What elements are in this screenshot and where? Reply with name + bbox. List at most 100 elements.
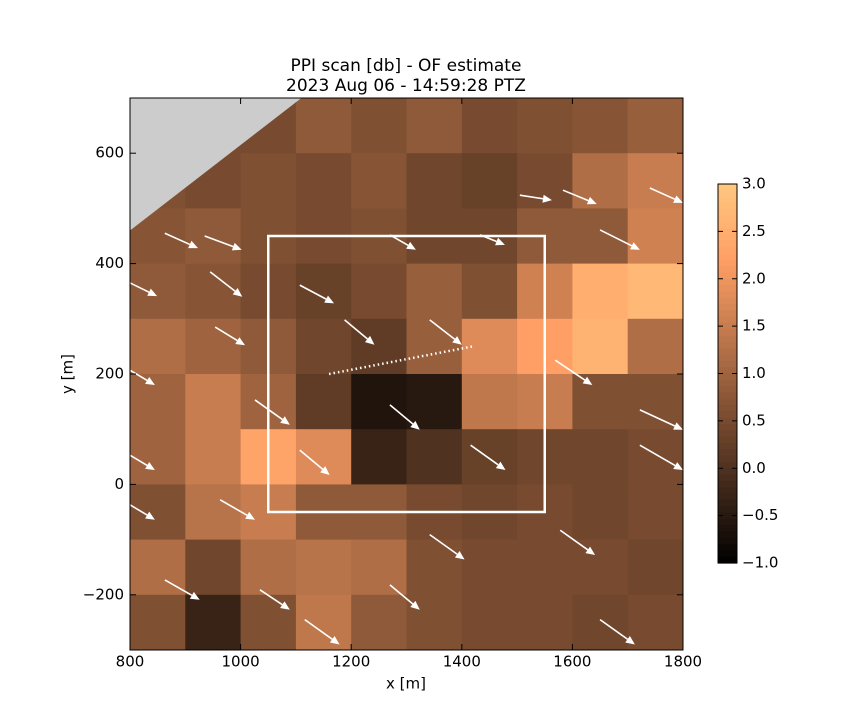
heatmap-cell: [185, 429, 242, 485]
arrow-head: [280, 416, 290, 425]
arrow-shaft: [254, 399, 283, 421]
colorbar-segment: [718, 184, 737, 191]
heatmap-cell: [351, 374, 407, 430]
arrow-shaft: [389, 234, 409, 247]
heatmap-cell: [351, 318, 407, 375]
heatmap-cell: [627, 539, 683, 596]
colorbar-segment: [718, 278, 737, 286]
colorbar-segment: [718, 480, 737, 488]
colorbar-segment: [718, 386, 737, 394]
wind-arrow: [389, 234, 416, 250]
colorbar-segment: [718, 348, 737, 356]
heatmap-cell: [572, 594, 629, 650]
x-tick-label: 1800: [664, 653, 702, 671]
plot-area: [130, 98, 683, 650]
colorbar-segment: [718, 354, 737, 362]
heatmap-cell: [185, 318, 242, 375]
heatmap-cell: [185, 208, 242, 265]
colorbar-segment: [718, 379, 737, 387]
heatmap-cell: [240, 153, 297, 209]
colorbar-segment: [718, 430, 737, 438]
arrow-head: [454, 550, 465, 560]
heatmap-cell: [351, 594, 407, 650]
heatmap-cell: [130, 484, 186, 541]
wind-arrow: [130, 282, 158, 297]
arrow-head: [188, 240, 199, 249]
arrow-head: [630, 242, 640, 250]
wind-arrow: [299, 449, 330, 476]
heatmap-cell: [517, 594, 573, 650]
heatmap-cell: [295, 98, 352, 154]
colorbar-tick-label: 0.5: [742, 411, 766, 429]
colorbar-segment: [718, 461, 737, 469]
arrow-head: [147, 288, 158, 297]
colorbar-tick-label: 2.0: [742, 269, 766, 287]
heatmap-cell: [627, 484, 683, 541]
heatmap-cell: [295, 374, 352, 430]
arrow-shaft: [164, 579, 193, 597]
arrow-shaft: [389, 584, 414, 605]
heatmap-cell: [572, 208, 629, 265]
arrow-head: [410, 420, 420, 430]
x-tick-label: 1400: [443, 653, 481, 671]
y-tick-label: 600: [95, 144, 124, 162]
arrow-shaft: [164, 232, 191, 246]
arrow-shaft: [259, 589, 283, 606]
arrow-head: [673, 462, 683, 471]
arrow-shaft: [219, 499, 248, 516]
arrow-shaft: [559, 529, 589, 551]
heatmap-cell: [572, 539, 629, 596]
arrow-shaft: [204, 235, 234, 248]
heatmap-cell: [185, 539, 242, 596]
arrow-head: [189, 591, 200, 600]
arrow-head: [324, 295, 335, 304]
colorbar-segment: [718, 417, 737, 425]
colorbar-segment: [718, 209, 737, 217]
arrow-head: [364, 335, 375, 345]
arrow-head: [406, 241, 416, 250]
wind-arrow: [164, 579, 200, 600]
colorbar-segment: [718, 449, 737, 457]
heatmap-cell: [295, 539, 352, 596]
heatmap-cell: [406, 98, 463, 154]
arrow-head: [582, 376, 593, 386]
wind-arrow: [299, 284, 335, 304]
region-box: [267, 234, 546, 514]
arrow-head: [245, 511, 255, 520]
heatmap-cell: [351, 429, 407, 485]
colorbar-segment: [718, 196, 737, 204]
colorbar-segment: [718, 436, 737, 444]
heatmap-cell: [185, 263, 242, 320]
colorbar-segment: [718, 291, 737, 299]
heatmap-cell: [572, 429, 629, 485]
colorbar-segment: [718, 411, 737, 419]
wind-arrow: [130, 369, 155, 386]
heatmap-cell: [461, 539, 518, 596]
colorbar-segment: [718, 285, 737, 292]
chart-title: PPI scan [db] - OF estimate: [291, 56, 522, 76]
arrow-head: [495, 237, 505, 246]
colorbar-segment: [718, 322, 737, 330]
heatmap-cell: [627, 98, 683, 154]
arrow-shaft: [639, 444, 676, 467]
colorbar-segment: [718, 544, 737, 551]
arrow-head: [673, 422, 683, 430]
x-tick-label: 1200: [332, 653, 370, 671]
heatmap-cell: [406, 539, 463, 596]
wind-arrow: [389, 404, 420, 430]
wind-arrow: [214, 326, 246, 346]
wind-arrow: [554, 359, 593, 386]
arrow-shaft: [470, 444, 499, 466]
colorbar-tick-label: 1.0: [742, 364, 766, 382]
arrow-shaft: [599, 229, 633, 247]
wind-arrow: [209, 271, 243, 297]
wind-arrow: [254, 399, 290, 425]
heatmap-cell: [130, 594, 186, 650]
colorbar-segment: [718, 512, 737, 520]
arrow-head: [145, 511, 155, 520]
y-axis-label: y [m]: [59, 354, 77, 394]
heatmap-cell: [461, 318, 518, 375]
dotted-line: [328, 345, 474, 376]
arrow-head: [495, 461, 506, 471]
